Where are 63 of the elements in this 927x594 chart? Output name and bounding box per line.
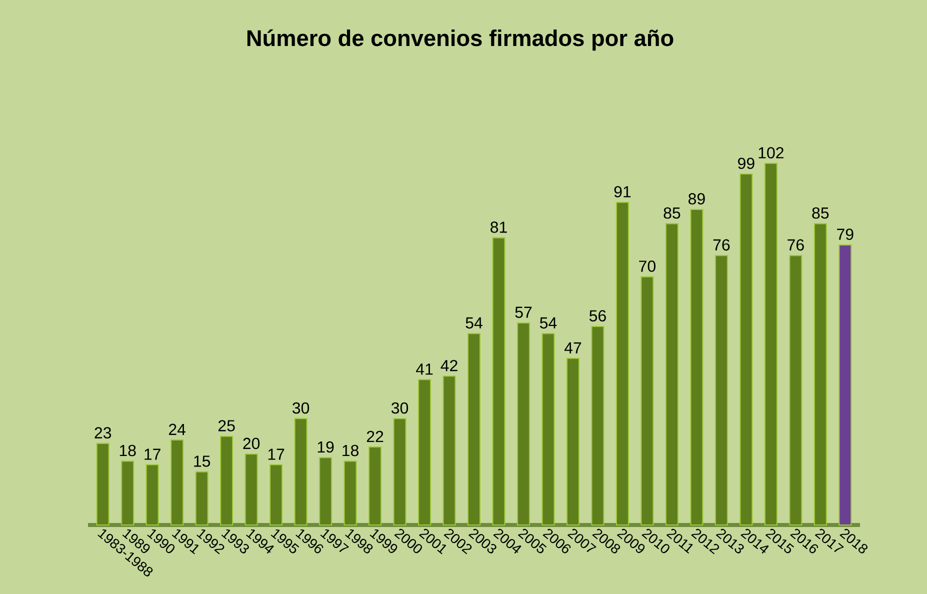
bar [714, 255, 728, 526]
bar [665, 223, 678, 526]
data-label: 17 [268, 448, 284, 460]
bar [344, 460, 357, 526]
data-label: 76 [713, 239, 730, 251]
bar [170, 439, 184, 526]
data-label: 30 [391, 402, 408, 414]
data-label: 22 [366, 430, 384, 442]
data-label: 18 [342, 444, 358, 456]
bar [789, 255, 802, 526]
bar [492, 237, 506, 526]
data-label: 54 [466, 317, 482, 329]
data-label: 81 [490, 222, 507, 233]
data-label: 76 [788, 239, 804, 251]
bar [640, 276, 654, 526]
bar [368, 446, 382, 526]
bar [566, 358, 580, 526]
bar [195, 471, 208, 526]
bar [96, 442, 110, 526]
data-label: 15 [194, 456, 210, 467]
bar [516, 322, 530, 526]
bar [764, 162, 778, 526]
data-label: 99 [738, 158, 754, 170]
data-label: 47 [564, 342, 582, 354]
bar [838, 244, 852, 526]
chart-title: Número de convenios firmados por año [247, 29, 674, 51]
data-label: 30 [292, 402, 310, 414]
data-label: 41 [416, 364, 433, 375]
bar [442, 376, 456, 526]
data-label: 23 [94, 427, 112, 438]
data-label: 85 [812, 207, 829, 219]
data-label: 54 [540, 317, 557, 329]
bar [740, 173, 753, 526]
data-label: 42 [440, 360, 458, 372]
bar [146, 464, 159, 526]
bar [616, 202, 630, 526]
data-label: 18 [120, 444, 136, 456]
bar [244, 454, 258, 526]
data-label: 89 [688, 193, 705, 204]
bar [418, 379, 432, 526]
data-label: 56 [589, 310, 606, 322]
bar [294, 418, 308, 526]
bar [220, 436, 234, 526]
bar [467, 333, 481, 526]
data-label: 57 [515, 306, 532, 318]
data-label: 91 [614, 186, 631, 198]
data-label: 20 [243, 438, 260, 450]
bar [591, 326, 604, 526]
data-label: 70 [639, 260, 656, 272]
data-label: 19 [318, 441, 334, 453]
data-label: 17 [144, 448, 160, 460]
bar [393, 418, 406, 526]
data-label: 24 [168, 424, 186, 435]
data-label: 102 [758, 147, 784, 158]
bar [270, 464, 283, 526]
bar [814, 223, 827, 526]
bar [319, 457, 332, 526]
bar [121, 460, 134, 526]
data-label: 79 [837, 228, 854, 240]
data-label: 85 [664, 207, 680, 219]
bar [690, 208, 704, 526]
bar [542, 333, 555, 526]
data-label: 25 [218, 420, 235, 432]
